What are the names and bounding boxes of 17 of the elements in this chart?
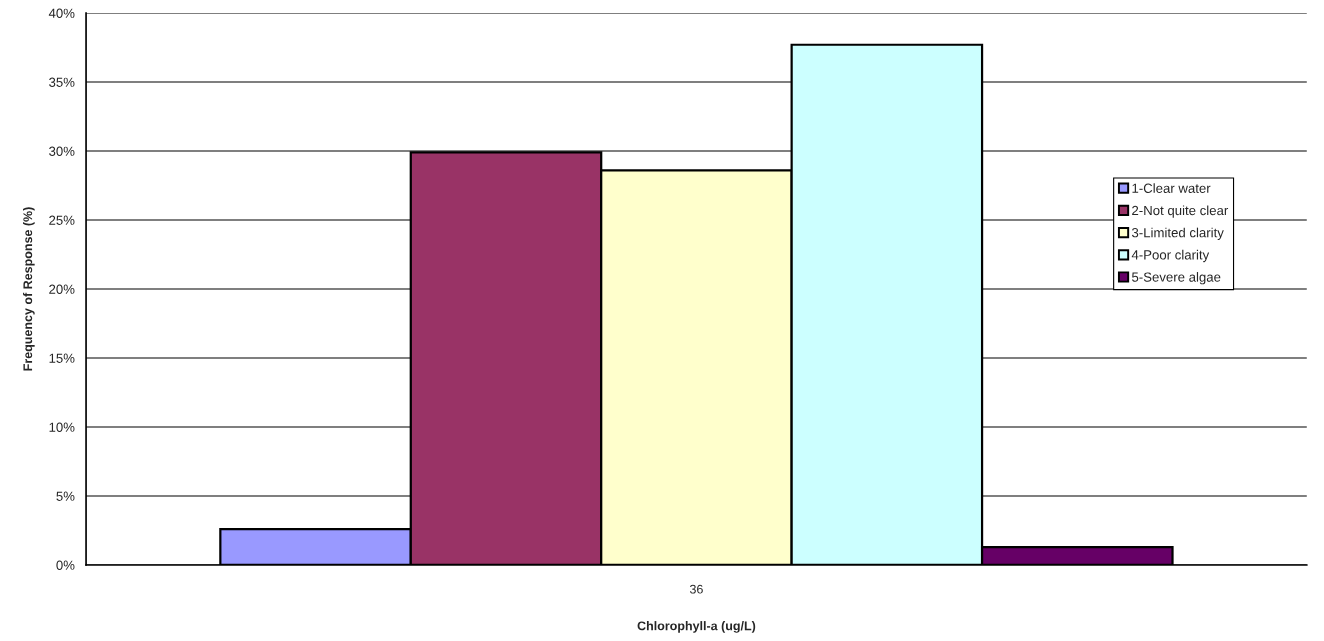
legend-label: 5-Severe algae	[1131, 272, 1221, 285]
legend-label: 2-Not quite clear	[1132, 205, 1229, 218]
y-tick-label: 35%	[49, 77, 75, 87]
legend-label: 3-Limited clarity	[1131, 227, 1224, 240]
y-tick-label: 0%	[56, 560, 75, 570]
legend-label: 4-Poor clarity	[1131, 249, 1210, 263]
y-axis-title: Frequency of Response (%)	[23, 207, 35, 371]
y-tick-label: 5%	[56, 491, 75, 501]
y-tick-label: 15%	[49, 353, 75, 363]
x-tick-label: 36	[689, 584, 703, 594]
legend-label: 1-Clear water	[1132, 183, 1211, 193]
y-tick-label: 25%	[49, 215, 75, 225]
y-tick-label: 10%	[49, 422, 75, 432]
y-tick-label: 30%	[49, 146, 75, 156]
y-tick-label: 40%	[48, 8, 75, 18]
x-axis-title: Chlorophyll-a (ug/L)	[637, 621, 756, 633]
y-tick-label: 20%	[49, 284, 75, 294]
